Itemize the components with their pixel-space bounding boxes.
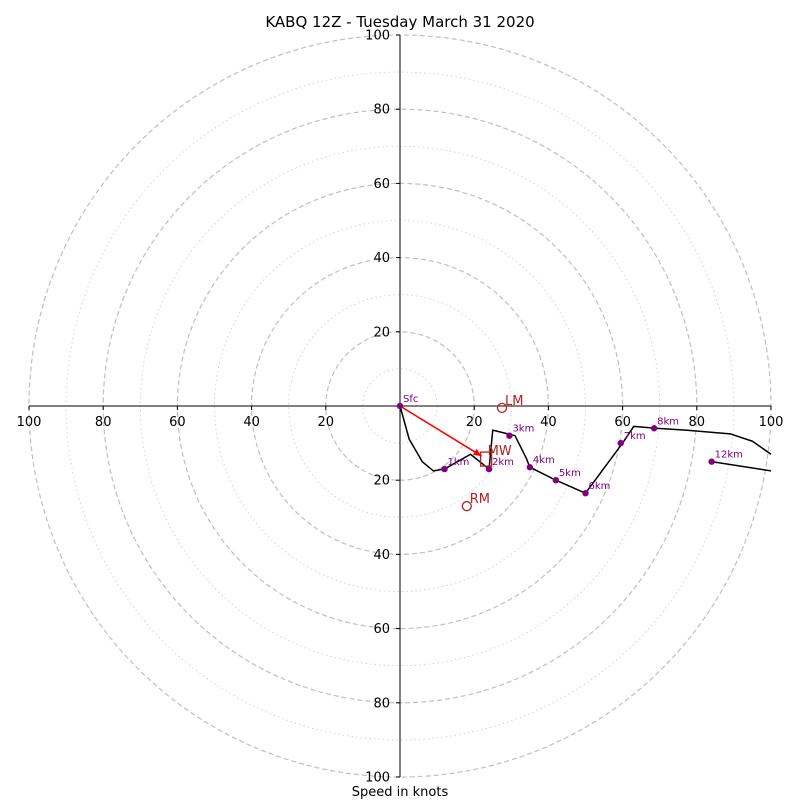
hodograph-trace-upper (711, 460, 772, 472)
height-marker-label-5km: 5km (559, 468, 581, 479)
height-marker-label-8km: 8km (657, 416, 679, 427)
lm-marker (496, 402, 508, 414)
x-tick-label: 100 (17, 415, 42, 430)
height-marker-2km (485, 465, 493, 473)
x-tick-label: 20 (466, 415, 483, 430)
mw-marker (479, 451, 493, 467)
height-marker-12km (708, 458, 715, 465)
height-markers: Sfc 1km 2km 3km 4km 5km 6km 7km 8km 12km (396, 394, 743, 497)
y-tick-label: 100 (365, 771, 390, 786)
x-tick-label: 80 (95, 415, 112, 430)
tick-labels: 100 80 60 40 20 20 40 60 80 100 100 80 60 40 20 20 40 60 8… (17, 29, 784, 786)
height-marker-3km (506, 432, 513, 439)
lm-label: LM (505, 394, 523, 409)
x-tick-label: 60 (614, 415, 631, 430)
height-marker-label-2km: 2km (492, 457, 514, 468)
y-tick-label: 80 (373, 103, 390, 118)
x-tick-label: 40 (540, 415, 557, 430)
height-marker-4km (526, 464, 534, 471)
height-marker-Sfc (396, 402, 404, 410)
height-marker-label-Sfc: Sfc (403, 394, 418, 405)
hodograph-trace (399, 405, 772, 494)
height-marker-5km (552, 477, 560, 484)
height-marker-7km (617, 439, 624, 447)
storm-motion-markers: LM RM MW (461, 394, 523, 512)
shear-vector (399, 405, 483, 457)
y-tick-label: 20 (373, 474, 390, 489)
height-marker-label-7km: 7km (624, 431, 646, 442)
x-tick-label: 60 (169, 415, 186, 430)
y-tick-label: 80 (373, 696, 390, 711)
rm-marker (461, 501, 472, 512)
x-tick-label: 40 (243, 415, 260, 430)
chart-title: KABQ 12Z - Tuesday March 31 2020 (265, 13, 534, 31)
x-tick-label: 20 (318, 415, 335, 430)
x-tick-label: 80 (689, 415, 706, 430)
rm-label: RM (470, 492, 490, 507)
height-marker-label-6km: 6km (589, 481, 611, 492)
y-tick-label: 40 (373, 548, 390, 563)
y-tick-label: 60 (373, 622, 390, 637)
shear-vector-arrowhead (472, 448, 482, 457)
mw-label: MW (488, 444, 512, 459)
height-marker-label-3km: 3km (512, 424, 534, 435)
y-tick-label: 100 (365, 29, 390, 44)
hodograph-series (399, 405, 772, 494)
height-marker-label-1km: 1km (448, 457, 470, 468)
height-marker-label-12km: 12km (715, 450, 743, 461)
y-tick-label: 20 (373, 325, 390, 340)
height-marker-8km (650, 425, 658, 432)
y-tick-label: 40 (373, 251, 390, 266)
x-tick-label: 100 (759, 415, 784, 430)
height-marker-label-4km: 4km (533, 455, 555, 466)
y-tick-label: 60 (373, 177, 390, 192)
height-marker-1km (441, 465, 448, 473)
x-axis-label: Speed in knots (352, 785, 449, 800)
height-marker-6km (582, 489, 589, 497)
